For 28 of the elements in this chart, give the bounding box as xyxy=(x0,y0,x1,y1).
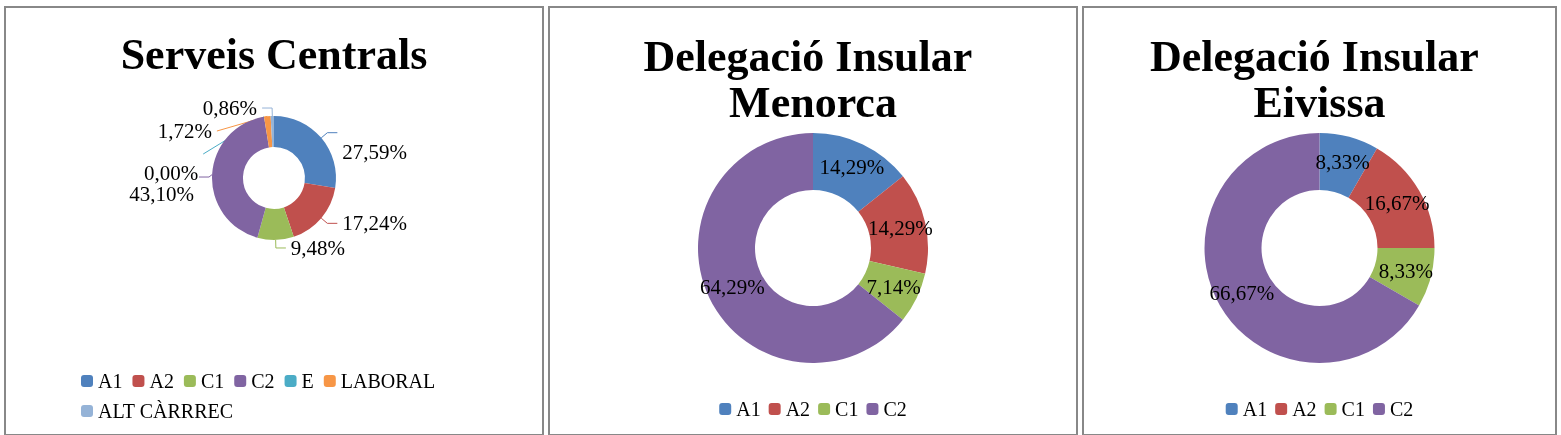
chart-title: Delegació Insular Menorca xyxy=(643,31,983,127)
legend-label: LABORAL xyxy=(340,370,436,392)
data-label: 27,59% xyxy=(342,140,408,165)
legend-label: C2 xyxy=(883,398,907,420)
legend-label: A1 xyxy=(1242,398,1268,420)
data-label: 0,86% xyxy=(202,96,258,121)
legend-label: C1 xyxy=(1341,398,1365,420)
legend-label: A2 xyxy=(1292,398,1317,420)
data-label: 7,14% xyxy=(866,274,921,299)
legend-label: C1 xyxy=(835,398,859,420)
text: 0,00% xyxy=(143,161,199,186)
legend-label: A1 xyxy=(736,398,761,420)
data-label: 17,24% xyxy=(342,211,408,236)
data-label: 9,48% xyxy=(290,235,346,260)
legend-label: C2 xyxy=(1389,398,1414,420)
chart-title: Delegació Insular Eivissa xyxy=(1150,31,1489,127)
legend-label: ALT CÀRRREC xyxy=(98,400,234,422)
legend-label: C2 xyxy=(251,370,275,392)
data-label: 1,72% xyxy=(157,119,212,144)
data-label: 8,33% xyxy=(1315,149,1370,174)
data-label: 8,33% xyxy=(1378,259,1434,284)
data-label: 14,29% xyxy=(819,155,885,180)
legend-label: A2 xyxy=(149,370,174,392)
legend-label: A2 xyxy=(785,398,811,420)
legend-label: E xyxy=(301,370,314,392)
chart-title: Serveis Centrals xyxy=(120,29,428,79)
legend-label: A1 xyxy=(98,370,123,392)
legend-label: C1 xyxy=(200,370,225,392)
